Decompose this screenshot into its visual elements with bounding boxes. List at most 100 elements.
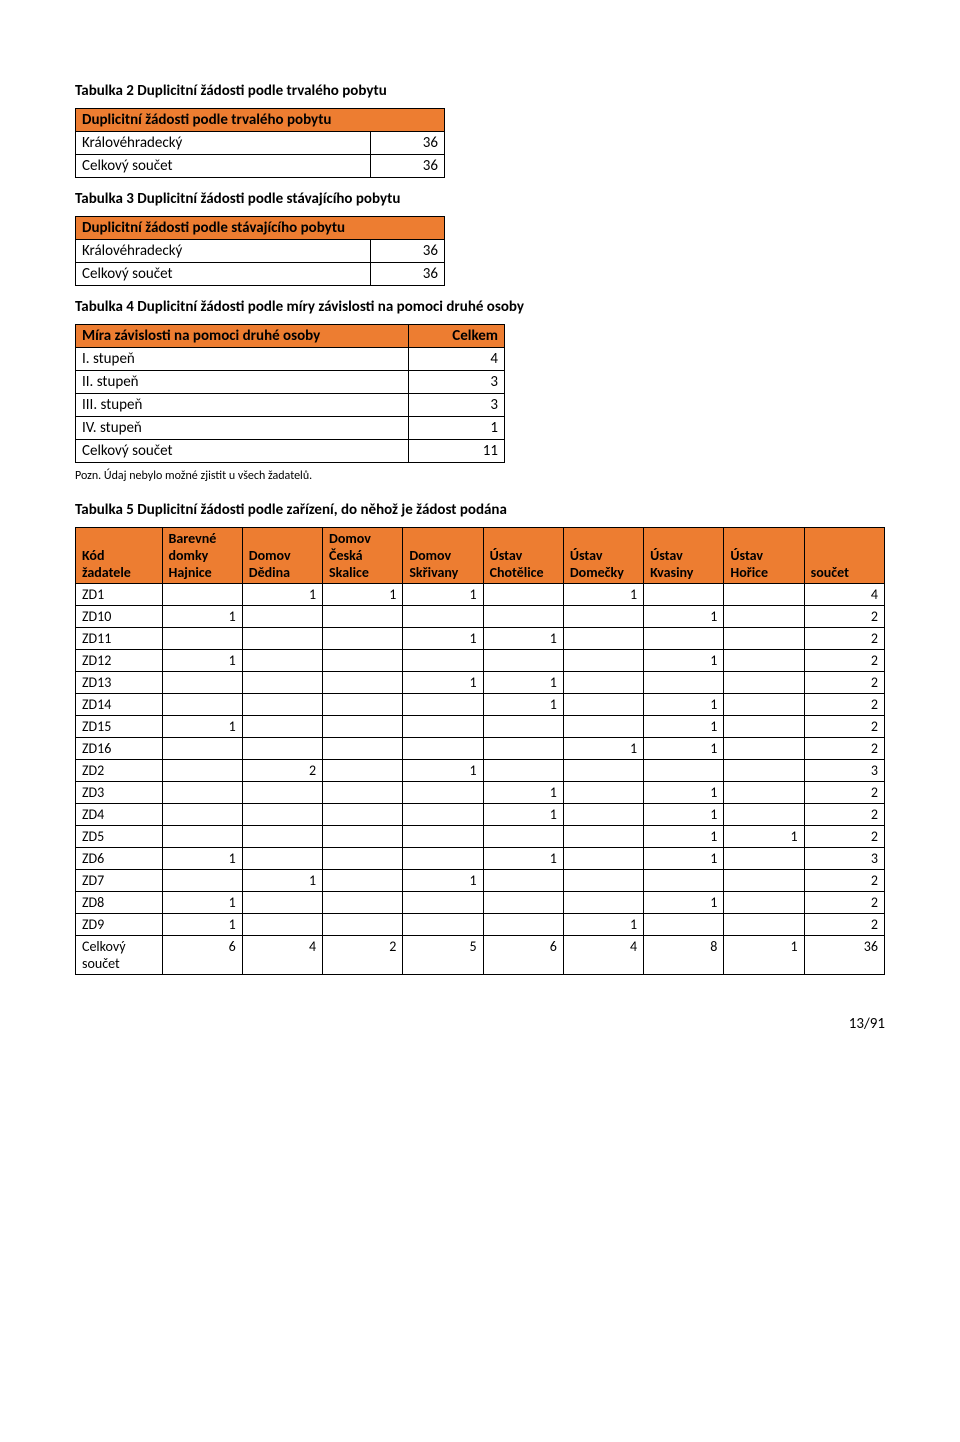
cell <box>403 826 483 848</box>
cell <box>563 672 643 694</box>
cell <box>323 782 403 804</box>
totals-cell: 5 <box>403 936 483 975</box>
cell <box>162 804 242 826</box>
cell <box>483 914 563 936</box>
cell: 2 <box>804 738 884 760</box>
cell <box>403 694 483 716</box>
cell: 2 <box>804 804 884 826</box>
row-label: Královéhradecký <box>76 132 371 155</box>
table5: Kód žadateleBarevné domky HajniceDomov D… <box>75 527 885 975</box>
table-row: ZD16112 <box>76 738 885 760</box>
table3-title: Tabulka 3 Duplicitní žádosti podle stáva… <box>75 190 885 208</box>
row-code: ZD12 <box>76 650 163 672</box>
cell: 1 <box>403 672 483 694</box>
table-row: ZD8112 <box>76 892 885 914</box>
row-label: Celkový součet <box>76 440 409 463</box>
table5-totals-label: Celkový součet <box>76 936 163 975</box>
cell: 3 <box>804 760 884 782</box>
row-code: ZD10 <box>76 606 163 628</box>
table3-body: Královéhradecký36Celkový součet36 <box>76 240 445 286</box>
row-label: I. stupeň <box>76 348 409 371</box>
cell <box>563 716 643 738</box>
cell <box>563 606 643 628</box>
cell: 1 <box>644 738 724 760</box>
totals-cell: 36 <box>804 936 884 975</box>
cell <box>403 606 483 628</box>
cell: 2 <box>804 826 884 848</box>
row-value: 3 <box>409 371 505 394</box>
table-row: ZD111114 <box>76 584 885 606</box>
cell <box>323 716 403 738</box>
cell <box>323 672 403 694</box>
cell <box>483 650 563 672</box>
cell: 1 <box>162 606 242 628</box>
cell: 1 <box>644 804 724 826</box>
table4-title: Tabulka 4 Duplicitní žádosti podle míry … <box>75 298 885 316</box>
table5-body: ZD111114ZD10112ZD11112ZD12112ZD13112ZD14… <box>76 584 885 936</box>
row-code: ZD2 <box>76 760 163 782</box>
table-row: ZD2 2 1 3 <box>76 760 885 782</box>
table-row: Celkový součet36 <box>76 155 445 178</box>
cell <box>403 650 483 672</box>
cell <box>563 848 643 870</box>
cell: 1 <box>483 782 563 804</box>
cell: 2 <box>804 782 884 804</box>
row-value: 36 <box>371 155 445 178</box>
cell: 2 <box>804 606 884 628</box>
cell: 1 <box>162 848 242 870</box>
cell <box>563 694 643 716</box>
cell <box>724 694 804 716</box>
cell <box>403 892 483 914</box>
row-code: ZD3 <box>76 782 163 804</box>
cell <box>162 694 242 716</box>
column-header: součet <box>804 528 884 584</box>
table-row: II. stupeň3 <box>76 371 505 394</box>
totals-cell: 4 <box>242 936 322 975</box>
cell <box>323 606 403 628</box>
cell <box>323 760 403 782</box>
cell <box>403 848 483 870</box>
totals-cell: 2 <box>323 936 403 975</box>
table-row: ZD7112 <box>76 870 885 892</box>
cell <box>323 694 403 716</box>
table-row: ZD9112 <box>76 914 885 936</box>
cell <box>323 804 403 826</box>
row-value: 3 <box>409 394 505 417</box>
cell: 1 <box>403 760 483 782</box>
row-value: 36 <box>371 263 445 286</box>
cell: 1 <box>323 584 403 606</box>
cell <box>644 584 724 606</box>
cell <box>483 738 563 760</box>
cell <box>242 738 322 760</box>
cell <box>323 914 403 936</box>
totals-cell: 6 <box>162 936 242 975</box>
row-code: ZD5 <box>76 826 163 848</box>
table-row: ZD5112 <box>76 826 885 848</box>
row-label: Celkový součet <box>76 263 371 286</box>
table-row: ZD15112 <box>76 716 885 738</box>
cell <box>563 892 643 914</box>
page-footer: 13/91 <box>75 1015 885 1033</box>
cell <box>563 760 643 782</box>
cell: 1 <box>644 826 724 848</box>
cell <box>644 672 724 694</box>
cell: 1 <box>644 694 724 716</box>
column-header: Domov Skřivany <box>403 528 483 584</box>
cell <box>162 628 242 650</box>
cell: 2 <box>242 760 322 782</box>
cell <box>644 760 724 782</box>
cell <box>483 826 563 848</box>
row-label: II. stupeň <box>76 371 409 394</box>
cell: 2 <box>804 650 884 672</box>
cell: 1 <box>483 804 563 826</box>
column-header: Ústav Chotělice <box>483 528 563 584</box>
table5-title: Tabulka 5 Duplicitní žádosti podle zaříz… <box>75 501 885 519</box>
table-row: ZD10112 <box>76 606 885 628</box>
cell: 1 <box>403 584 483 606</box>
table4-header-label: Míra závislosti na pomoci druhé osoby <box>76 325 409 348</box>
cell: 1 <box>403 870 483 892</box>
row-value: 4 <box>409 348 505 371</box>
row-value: 36 <box>371 240 445 263</box>
column-header: Ústav Hořice <box>724 528 804 584</box>
cell: 1 <box>483 694 563 716</box>
